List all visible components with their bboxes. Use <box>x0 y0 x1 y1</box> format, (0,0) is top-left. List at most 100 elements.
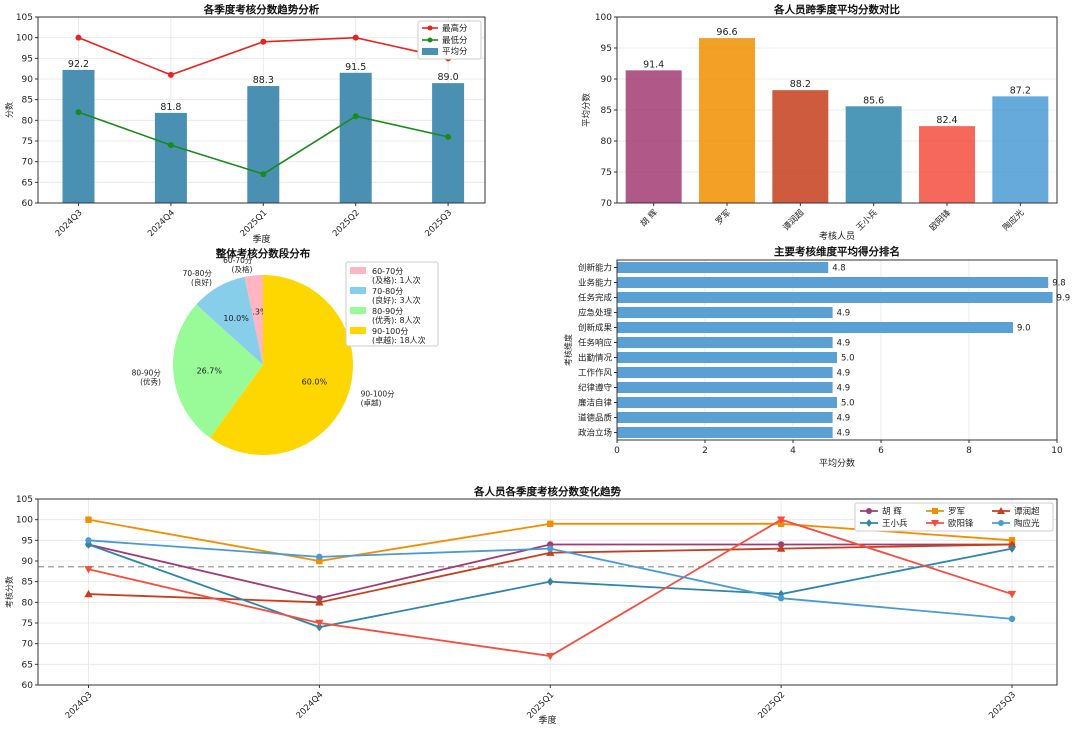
dims-ytick-label: 纪律遵守 <box>578 383 612 394</box>
multi-legend-marker <box>866 519 872 527</box>
trend-ytick-label: 70 <box>22 158 34 168</box>
trend-max-point <box>167 71 174 78</box>
trend-legend-label: 最高分 <box>442 23 468 34</box>
trend-legend-label: 平均分 <box>442 46 468 57</box>
person-bar-label: 87.2 <box>1010 85 1031 96</box>
trend-ytick-label: 60 <box>22 199 34 209</box>
dims-ytick-label: 任务响应 <box>578 338 613 349</box>
multi-series-point <box>776 544 786 552</box>
multi-series-point <box>1007 590 1017 599</box>
multi-series-point <box>1007 540 1017 548</box>
multi-legend-marker <box>997 507 1005 514</box>
trend-legend-label: 最低分 <box>442 35 468 46</box>
person-bar-label: 85.6 <box>863 95 884 106</box>
multi-series-point <box>316 553 323 561</box>
pie-outer-label: 90-100分(卓越) <box>361 390 396 408</box>
pie-legend-label: 70-80分(良好): 3人次 <box>372 287 421 305</box>
trend-xlabel: 季度 <box>252 233 270 245</box>
dimension-bar-label: 4.9 <box>837 384 851 394</box>
dims-xtick-label: 6 <box>878 446 884 456</box>
dims-ytick-label: 廉洁自律 <box>578 398 613 409</box>
trend-avg-bar <box>62 69 95 203</box>
pie-pct-label: 10.0% <box>223 314 249 323</box>
trend-min-point <box>167 142 174 149</box>
multi-legend-marker <box>932 508 938 514</box>
persons-plot-frame <box>616 16 1058 204</box>
trend-min-point <box>352 113 359 120</box>
dimension-bar-label: 4.9 <box>837 339 851 349</box>
trend-avg-bar <box>247 86 280 203</box>
multi-ytick-label: 70 <box>22 640 34 650</box>
dims-ytick-label: 工作作风 <box>578 368 613 379</box>
trend-ytick-label: 65 <box>22 178 33 188</box>
multi-ytick-label: 90 <box>22 557 34 567</box>
dims-ytick-label: 出勤情况 <box>578 353 613 364</box>
multi-series-point <box>546 652 555 661</box>
multi-series-point <box>316 557 323 565</box>
pie-legend-swatch <box>350 327 366 334</box>
multi-series-point <box>85 537 92 544</box>
dimension-bar-label: 4.9 <box>837 309 851 319</box>
dimension-bar-label: 4.8 <box>832 264 846 274</box>
trend-ylabel: 分数 <box>4 102 14 118</box>
multi-ytick-label: 95 <box>22 536 33 546</box>
multi-series-point <box>547 577 554 586</box>
person-avg-bar <box>992 96 1049 203</box>
multi-series-point <box>84 589 93 598</box>
dimension-bar-label: 5.0 <box>841 354 855 364</box>
pie-legend-swatch <box>350 287 366 294</box>
pie-pct-label: 60.0% <box>302 378 328 387</box>
dimension-bar-label: 4.9 <box>837 414 851 424</box>
dims-title: 主要考核维度平均得分排名 <box>774 245 900 258</box>
multi-title: 各人员各季度考核分数变化趋势 <box>473 485 621 498</box>
multi-ytick-label: 75 <box>22 619 33 629</box>
pie-outer-label: 80-90分(优秀) <box>132 369 162 387</box>
pie-legend-label: 80-90分(优秀): 8人次 <box>372 307 421 325</box>
dims-ytick-label: 业务能力 <box>578 278 612 289</box>
trend-bar-label: 81.8 <box>160 102 181 113</box>
trend-max-point <box>260 38 267 45</box>
persons-ytick-label: 70 <box>601 199 613 209</box>
multi-series-point <box>547 520 554 527</box>
pie-legend-swatch <box>350 267 366 274</box>
dims-ytick-label: 政治立场 <box>578 428 612 439</box>
person-avg-bar <box>772 90 829 203</box>
multi-series-point <box>546 548 555 556</box>
trend-bar-label: 92.2 <box>68 59 89 70</box>
multi-legend-marker <box>931 520 939 527</box>
dimension-bar <box>617 292 1053 303</box>
pie-legend-swatch <box>350 307 366 314</box>
dimension-bar-label: 9.8 <box>1052 279 1066 289</box>
pie-outer-label: 70-80分(良好) <box>183 269 213 287</box>
trend-ytick-label: 85 <box>22 96 33 106</box>
persons-ytick-label: 85 <box>601 106 612 116</box>
dims-xtick-label: 10 <box>1051 446 1063 456</box>
pie-slice <box>210 275 354 455</box>
dims-ytick-label: 道德品质 <box>578 413 613 424</box>
person-avg-bar <box>845 106 902 203</box>
trend-ytick-label: 95 <box>22 54 33 64</box>
persons-title: 各人员跨季度平均分数对比 <box>773 3 900 16</box>
pie-pct-label: 3.3% <box>247 307 268 316</box>
dims-ylabel: 考核维度 <box>563 334 573 366</box>
trend-min-point <box>445 133 452 140</box>
trend-ytick-label: 105 <box>16 13 33 23</box>
multi-series-point <box>776 516 786 524</box>
trend-avg-bar <box>339 72 372 203</box>
dims-xlabel: 平均分数 <box>819 457 855 469</box>
multi-xlabel: 季度 <box>538 714 556 726</box>
multi-ytick-label: 60 <box>22 681 34 691</box>
trend-avg-bar <box>154 112 187 203</box>
multi-legend-label: 罗军 <box>948 507 965 517</box>
trend-ytick-label: 75 <box>22 137 33 147</box>
multi-legend-label: 谭润超 <box>1014 506 1040 517</box>
trend-bar-label: 88.3 <box>253 75 274 86</box>
dimension-bar <box>617 367 833 378</box>
trend-min-point <box>75 109 82 116</box>
person-bar-label: 82.4 <box>936 115 957 126</box>
dimension-bar-label: 9.9 <box>1057 294 1071 304</box>
dimension-bar <box>617 307 833 318</box>
person-avg-bar <box>699 38 755 203</box>
multi-legend-label: 陶应光 <box>1014 518 1040 529</box>
trend-ytick-label: 80 <box>22 116 34 126</box>
